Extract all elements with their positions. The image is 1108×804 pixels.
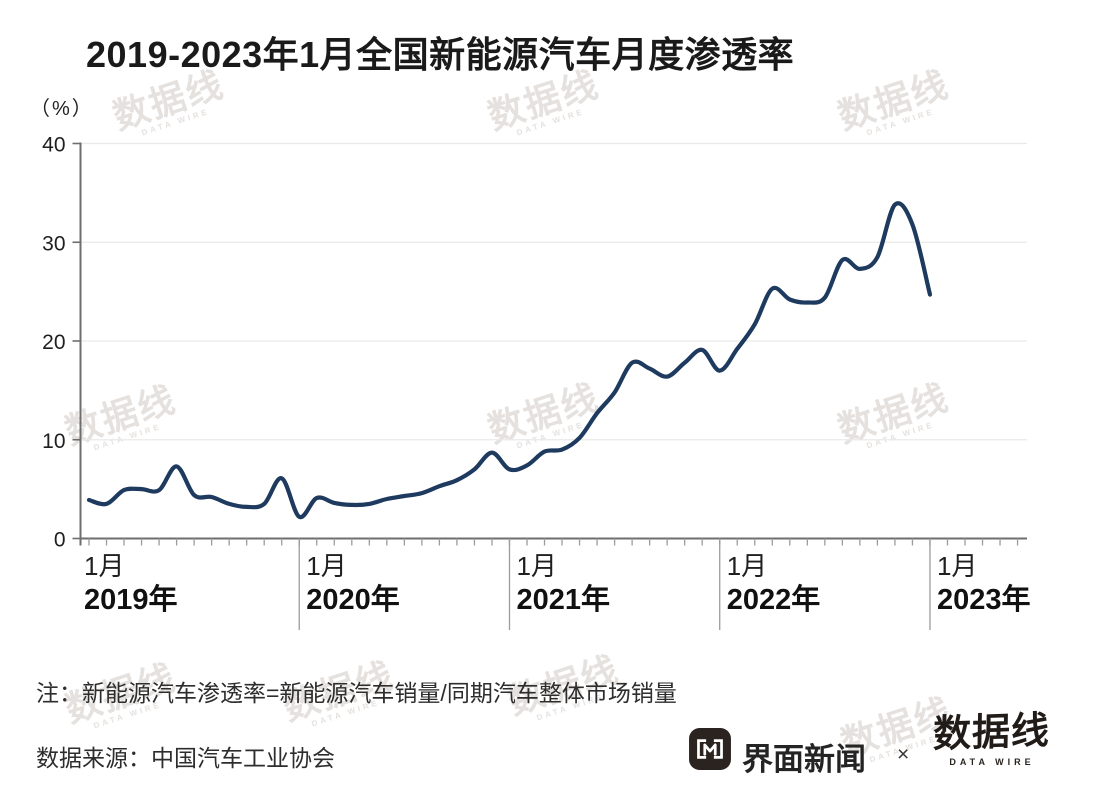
collab-x-separator: × [897,743,910,766]
x-axis-month-label: 1月 [84,551,125,581]
y-axis-tick-label: 0 [54,529,66,552]
x-axis-labels: 1月 2019年 1月 2020年 1月 2021年 1月 2022年 1月 2023年 [0,550,1108,640]
jiemian-logo-label: 界面新闻 [742,742,866,777]
x-axis-month-label: 1月 [936,551,978,581]
page-title: 2019-2023年1月全国新能源汽车月度渗透率 [86,34,795,75]
x-axis-month-label: 1月 [516,551,557,581]
note-text: 注：新能源汽车渗透率=新能源汽车销量/同期汽车整体市场销量 [36,680,677,706]
y-axis-tick-label: 10 [42,430,65,453]
y-axis-tick-label: 30 [42,232,65,255]
y-axis-tick-label: 20 [42,331,65,354]
datawire-logo: 数据线 DATA WIRE [933,710,1051,767]
trend-line [86,201,933,520]
source-text: 数据来源：中国汽车工业协会 [36,745,335,771]
x-axis-label-group: 1月 2022年 [727,550,821,618]
x-axis-label-group: 1月 2023年 [937,550,1031,618]
y-axis-unit-label: （%） [30,98,94,120]
jiemian-logo-icon [689,728,731,770]
x-axis-label-group: 1月 2020年 [306,550,400,618]
x-axis-year-label: 2020年 [306,584,400,616]
x-axis-label-group: 1月 2019年 [84,550,178,618]
y-axis-tick-label: 40 [42,134,65,157]
datawire-logo-subtitle: DATA WIRE [949,757,1035,767]
x-axis-month-label: 1月 [726,551,768,581]
x-axis-year-label: 2022年 [726,584,821,616]
x-axis-label-group: 1月 2021年 [516,550,610,618]
x-axis-year-label: 2019年 [84,584,178,616]
x-axis-month-label: 1月 [306,551,347,581]
x-axis-year-label: 2023年 [936,584,1031,616]
datawire-logo-label: 数据线 [933,709,1051,757]
x-axis-year-label: 2021年 [516,584,610,616]
